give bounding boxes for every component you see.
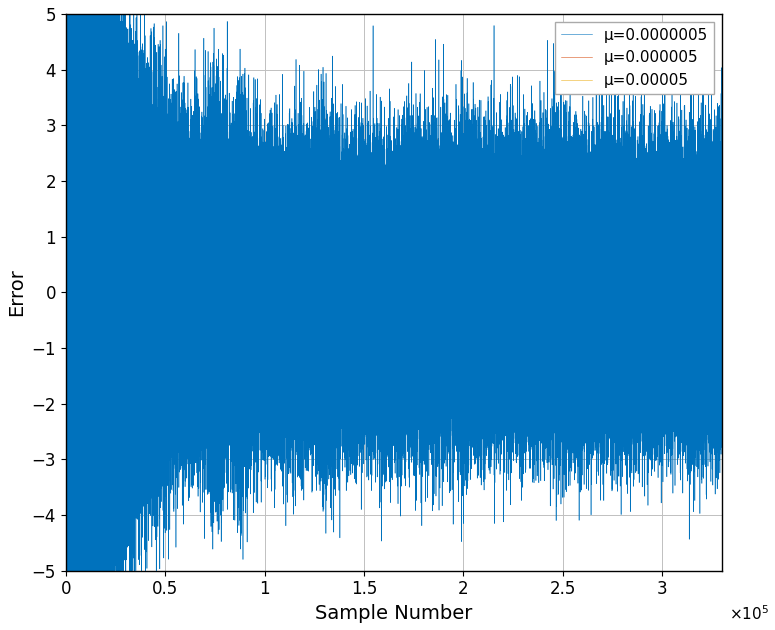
μ=0.000005 xyxy=(238,295,247,303)
μ=0.000005 xyxy=(61,10,71,18)
μ=0.000005 xyxy=(61,567,71,575)
Legend: μ=0.0000005, μ=0.000005, μ=0.00005: μ=0.0000005, μ=0.000005, μ=0.00005 xyxy=(555,21,715,94)
μ=0.000005 xyxy=(691,334,700,341)
μ=0.000005 xyxy=(61,473,71,481)
Text: $\times10^5$: $\times10^5$ xyxy=(728,604,769,623)
μ=0.000005 xyxy=(608,316,617,323)
μ=0.0000005 xyxy=(266,437,275,444)
Y-axis label: Error: Error xyxy=(7,268,26,316)
μ=0.0000005 xyxy=(61,567,71,575)
Line: μ=0.0000005: μ=0.0000005 xyxy=(66,14,722,571)
μ=0.00005 xyxy=(61,476,71,484)
μ=0.000005 xyxy=(718,375,727,382)
μ=0.00005 xyxy=(61,567,71,575)
μ=0.0000005 xyxy=(691,365,700,373)
μ=0.0000005 xyxy=(61,10,71,18)
Line: μ=0.00005: μ=0.00005 xyxy=(66,14,722,571)
μ=0.000005 xyxy=(498,260,508,268)
μ=0.00005 xyxy=(238,338,247,345)
X-axis label: Sample Number: Sample Number xyxy=(315,604,473,623)
μ=0.00005 xyxy=(632,345,641,352)
μ=0.00005 xyxy=(266,318,275,326)
μ=0.00005 xyxy=(608,282,617,289)
μ=0.0000005 xyxy=(632,174,641,181)
μ=0.00005 xyxy=(691,306,700,313)
μ=0.0000005 xyxy=(608,198,617,206)
μ=0.0000005 xyxy=(718,336,727,343)
Line: μ=0.000005: μ=0.000005 xyxy=(66,14,722,571)
μ=0.000005 xyxy=(266,262,275,270)
μ=0.00005 xyxy=(498,284,508,292)
μ=0.000005 xyxy=(632,311,641,319)
μ=0.0000005 xyxy=(238,384,247,391)
μ=0.00005 xyxy=(718,297,727,305)
μ=0.00005 xyxy=(61,10,71,18)
μ=0.0000005 xyxy=(498,343,508,351)
